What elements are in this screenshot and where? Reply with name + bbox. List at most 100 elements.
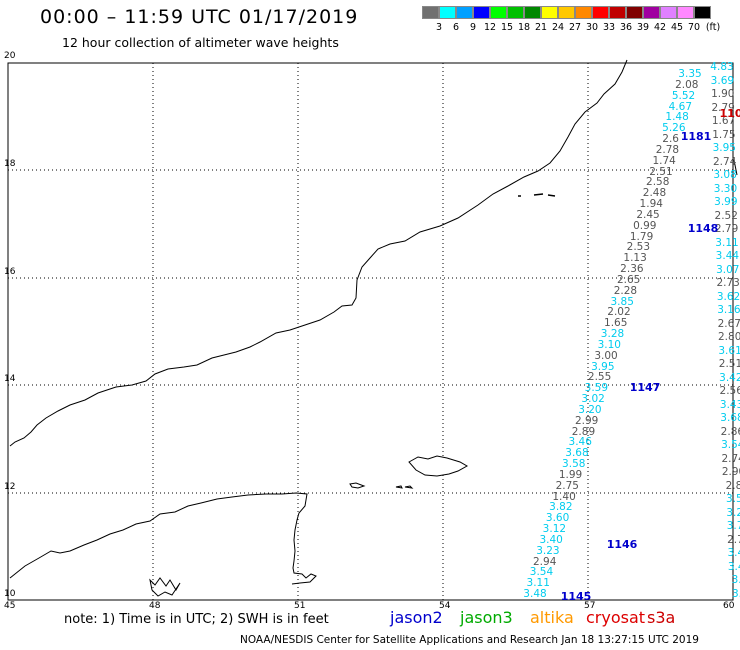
legend-swatch bbox=[592, 6, 609, 19]
wave-height-value: 3.54 bbox=[721, 439, 740, 452]
legend-level-label: 21 bbox=[534, 22, 548, 33]
wave-height-value: 3.4 bbox=[727, 560, 740, 573]
map-frame bbox=[7, 62, 734, 601]
wave-height-value: 3. bbox=[731, 588, 740, 600]
wave-height-value: 3.02 bbox=[581, 393, 605, 405]
wave-height-value: 3.95 bbox=[591, 360, 615, 373]
wave-height-value: 3.4 bbox=[727, 547, 740, 560]
wave-height-value: 1.99 bbox=[558, 468, 583, 481]
wave-height-value: 3.68 bbox=[720, 412, 740, 425]
wave-height-value: 3.11 bbox=[715, 236, 739, 249]
coastline-arabia bbox=[9, 59, 628, 447]
wave-height-value: 2.73 bbox=[716, 277, 740, 290]
legend-level-label: 30 bbox=[585, 22, 599, 33]
wave-height-value: 3.2 bbox=[726, 506, 740, 519]
latitude-label: 14 bbox=[4, 374, 16, 384]
satellite-altika: altika bbox=[530, 608, 574, 627]
wave-height-value: 3.28 bbox=[600, 328, 625, 340]
legend-level-label: 6 bbox=[452, 22, 460, 33]
wave-height-value: 5.26 bbox=[662, 122, 686, 135]
wave-height-value: 3.44 bbox=[715, 250, 740, 263]
legend-swatch bbox=[626, 6, 643, 19]
wave-height-value: 4.67 bbox=[668, 100, 693, 113]
wave-height-value: 2.79 bbox=[714, 223, 739, 236]
legend-swatch bbox=[507, 6, 524, 19]
wave-height-value: 3.60 bbox=[545, 512, 570, 525]
wave-height-value: 3.69 bbox=[710, 74, 735, 87]
satellite-jason2: jason2 bbox=[390, 608, 443, 627]
legend-swatch bbox=[439, 6, 456, 19]
wave-height-value: 3.99 bbox=[714, 196, 738, 209]
legend-unit: (ft) bbox=[705, 22, 721, 33]
wave-height-value: 3.48 bbox=[523, 588, 547, 600]
wave-height-value: 2.53 bbox=[626, 241, 651, 254]
latitude-label: 12 bbox=[4, 482, 16, 492]
legend-swatch bbox=[456, 6, 473, 19]
wave-height-value: 1.75 bbox=[712, 128, 736, 141]
wave-height-value: 2.58 bbox=[646, 176, 670, 189]
wave-height-value: 3.12 bbox=[542, 523, 567, 535]
wave-height-value: 3.43 bbox=[719, 398, 740, 411]
legend-swatch bbox=[643, 6, 660, 19]
wave-height-value: 2.99 bbox=[574, 414, 599, 427]
wave-height-value: 3.62 bbox=[716, 290, 740, 303]
wave-height-value: 2.74 bbox=[712, 155, 737, 168]
wave-height-value: 3.5 bbox=[725, 493, 740, 506]
wave-height-value: 1.94 bbox=[639, 198, 663, 210]
satellite-cryosat: cryosat bbox=[586, 608, 646, 627]
wave-height-value: 2.52 bbox=[714, 209, 738, 222]
wave-height-value: 1.40 bbox=[552, 490, 576, 503]
satellite-jason3: jason3 bbox=[460, 608, 513, 627]
legend-swatch bbox=[694, 6, 711, 19]
wave-height-value: 2.75 bbox=[555, 479, 579, 492]
track-time-label: 1145 bbox=[560, 590, 592, 603]
wave-height-value: 4.83 bbox=[710, 61, 734, 73]
legend-level-label: 12 bbox=[483, 22, 497, 33]
wave-height-value: 2.7 bbox=[727, 533, 740, 546]
wave-height-value: 2.55 bbox=[587, 371, 612, 384]
legend-swatch bbox=[558, 6, 575, 19]
wave-height-value: 2.02 bbox=[607, 306, 631, 319]
lat-lon-grid bbox=[8, 63, 733, 600]
wave-height-value: 2.28 bbox=[613, 284, 638, 297]
track-time-label: 110 bbox=[719, 107, 740, 120]
legend-level-label: 24 bbox=[551, 22, 565, 33]
wave-height-value: 5.52 bbox=[671, 89, 696, 102]
legend-level-label: 3 bbox=[435, 22, 443, 33]
credit-line: NOAA/NESDIS Center for Satellite Applica… bbox=[240, 634, 699, 646]
wave-height-value: 2.56 bbox=[719, 385, 740, 398]
wave-height-value: 1.48 bbox=[665, 111, 689, 124]
wave-height-value: 2.80 bbox=[717, 331, 740, 344]
wave-height-value: 3.30 bbox=[713, 182, 738, 195]
wave-height-value: 3.16 bbox=[717, 304, 740, 317]
satellite-s3a: s3a bbox=[647, 608, 676, 627]
wave-height-value: 3.35 bbox=[678, 68, 702, 80]
wave-height-value: 1.90 bbox=[711, 88, 735, 101]
longitude-label: 45 bbox=[4, 601, 16, 611]
legend-swatch bbox=[422, 6, 439, 19]
legend-swatch bbox=[575, 6, 592, 19]
track-time-label: 1147 bbox=[629, 381, 661, 394]
wave-height-value: 3.54 bbox=[529, 566, 554, 579]
wave-height-value: 2.36 bbox=[620, 263, 644, 275]
wave-height-value: 2.08 bbox=[675, 78, 699, 91]
legend-level-label: 9 bbox=[469, 22, 477, 33]
track-time-label: 1146 bbox=[606, 538, 638, 551]
wave-height-value: 3.10 bbox=[597, 338, 621, 351]
wave-height-value: 2.8 bbox=[725, 479, 740, 492]
wave-height-value: 0.99 bbox=[633, 219, 657, 232]
island-socotra bbox=[408, 455, 469, 477]
island-samhah bbox=[395, 485, 414, 489]
footer-note: note: 1) Time is in UTC; 2) SWH is in fe… bbox=[64, 612, 329, 627]
wave-height-value: 3.20 bbox=[578, 403, 602, 416]
latitude-label: 18 bbox=[4, 159, 16, 169]
wave-height-value: 1.74 bbox=[652, 154, 676, 167]
wave-height-value: 1.13 bbox=[623, 252, 647, 265]
legend-level-label: 33 bbox=[602, 22, 616, 33]
legend-swatch bbox=[609, 6, 626, 19]
coastline-africa bbox=[9, 492, 317, 585]
legend-swatch bbox=[541, 6, 558, 19]
latitude-label: 10 bbox=[4, 589, 16, 599]
track-time-label: 1181 bbox=[680, 130, 712, 143]
